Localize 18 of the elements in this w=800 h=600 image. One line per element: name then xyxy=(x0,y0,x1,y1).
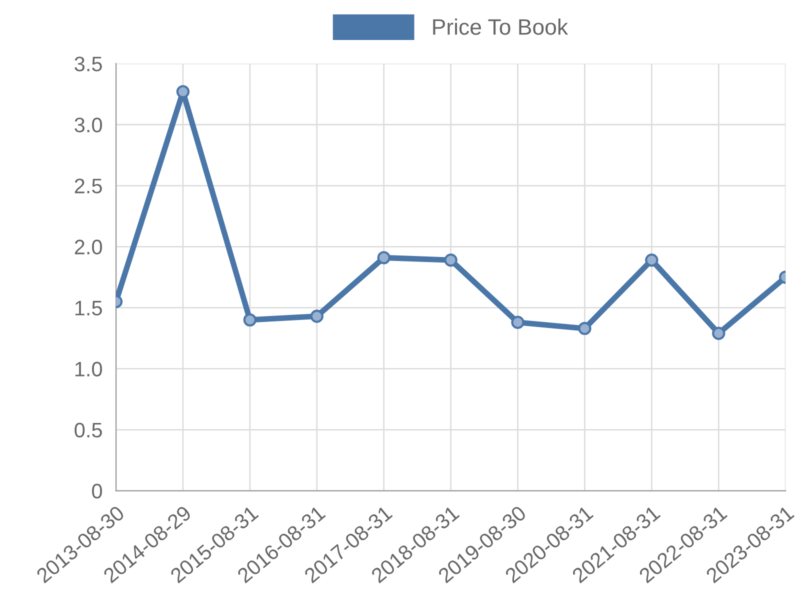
point xyxy=(578,322,592,336)
point xyxy=(444,254,458,267)
y-tick-label: 1.5 xyxy=(75,300,102,316)
y-tick-label: 0.5 xyxy=(74,422,102,438)
point xyxy=(645,254,658,267)
point xyxy=(377,251,390,264)
point xyxy=(310,310,324,323)
y-tick-label: 2.5 xyxy=(74,178,102,194)
y-tick-label: 1.0 xyxy=(75,362,102,376)
point xyxy=(712,326,726,340)
point xyxy=(243,313,257,327)
y-tick-label: 3.0 xyxy=(74,118,102,132)
y-tick-label: 2.0 xyxy=(74,240,102,254)
y-tick-label: 3.5 xyxy=(74,56,102,72)
point xyxy=(176,85,190,98)
y-tick-label: 0 xyxy=(92,484,102,499)
legend-label: Price To Book xyxy=(433,18,568,35)
point xyxy=(511,316,524,329)
